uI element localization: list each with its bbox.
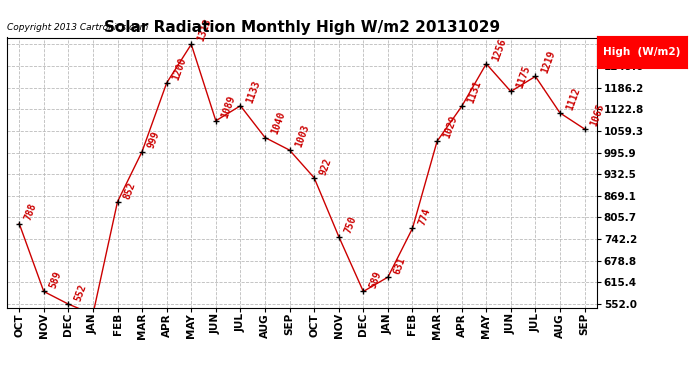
Text: 1219: 1219 bbox=[540, 50, 557, 75]
Text: 552: 552 bbox=[72, 283, 88, 303]
Text: 750: 750 bbox=[343, 215, 358, 235]
Text: 1313: 1313 bbox=[195, 17, 213, 43]
Text: 1112: 1112 bbox=[564, 86, 582, 111]
Text: 1029: 1029 bbox=[441, 114, 459, 140]
Text: 999: 999 bbox=[146, 130, 161, 150]
Text: 1175: 1175 bbox=[515, 64, 533, 90]
Text: High  (W/m2): High (W/m2) bbox=[603, 46, 680, 57]
Text: 774: 774 bbox=[417, 207, 432, 227]
Text: 589: 589 bbox=[48, 270, 63, 290]
Text: 852: 852 bbox=[121, 180, 137, 200]
Text: 1133: 1133 bbox=[244, 79, 262, 104]
Text: 522: 522 bbox=[0, 374, 1, 375]
Text: 1200: 1200 bbox=[171, 56, 188, 81]
Text: 1040: 1040 bbox=[269, 111, 286, 136]
Text: 1256: 1256 bbox=[491, 37, 508, 62]
Text: 1089: 1089 bbox=[220, 94, 237, 119]
Text: 1065: 1065 bbox=[589, 102, 606, 128]
Text: 1003: 1003 bbox=[294, 123, 311, 149]
Text: 922: 922 bbox=[318, 156, 334, 176]
Title: Solar Radiation Monthly High W/m2 20131029: Solar Radiation Monthly High W/m2 201310… bbox=[104, 20, 500, 35]
Text: 1131: 1131 bbox=[466, 80, 483, 105]
Text: 788: 788 bbox=[23, 202, 39, 222]
Text: Copyright 2013 Cartronics.com: Copyright 2013 Cartronics.com bbox=[7, 23, 148, 32]
Text: 631: 631 bbox=[392, 256, 408, 276]
Text: 589: 589 bbox=[368, 270, 383, 290]
